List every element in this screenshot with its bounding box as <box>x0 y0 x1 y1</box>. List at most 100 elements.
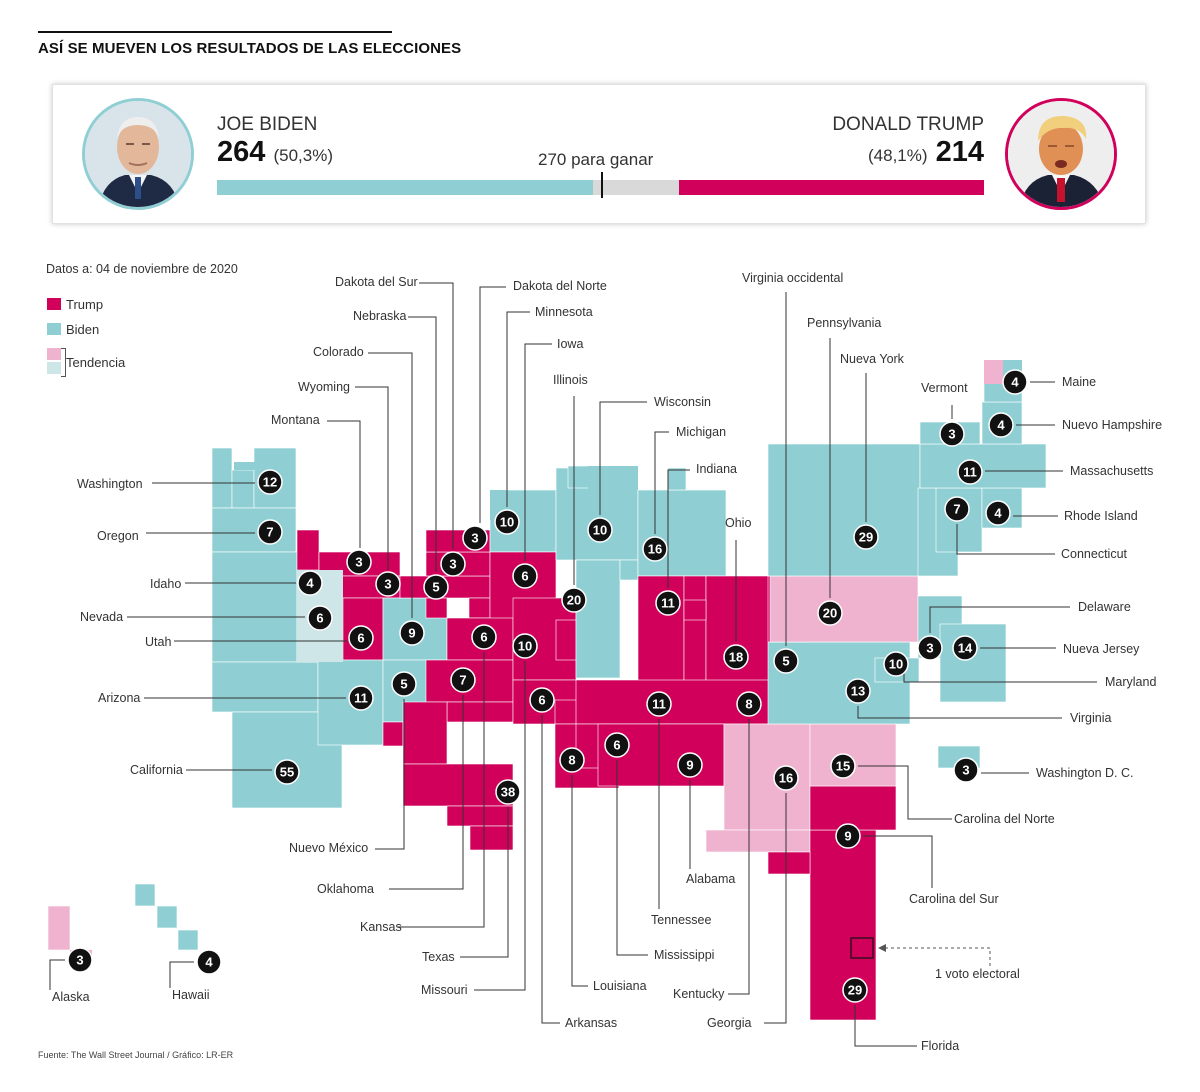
trump-pct: (48,1%) <box>868 146 928 165</box>
vote-count-texas: 38 <box>501 785 515 800</box>
vote-count-virginia-occidental: 5 <box>782 654 789 669</box>
goal-label: 270 para ganar <box>538 150 654 169</box>
vote-marker-mississippi <box>604 732 630 758</box>
state-nueva-jersey <box>939 623 1007 703</box>
legend-trump-swatch <box>47 298 61 310</box>
state-label-nevada: Nevada <box>80 610 123 624</box>
state-label-wisconsin: Wisconsin <box>654 395 711 409</box>
state-label-iowa: Iowa <box>557 337 583 351</box>
leader-line-louisiana <box>571 775 588 987</box>
vote-marker-maine <box>1002 369 1028 395</box>
vote-marker-carolina-del-norte <box>830 753 856 779</box>
legend-biden-label: Biden <box>66 322 100 337</box>
vote-marker-minnesota <box>494 509 520 535</box>
vote-count-hawaii: 4 <box>205 955 213 970</box>
vote-count-kentucky: 8 <box>745 697 752 712</box>
goal-marker <box>600 172 603 198</box>
state-label-texas: Texas <box>422 950 455 964</box>
state-label-utah: Utah <box>145 635 171 649</box>
legend-tendency-swatch-biden <box>47 362 61 374</box>
biden-progress-bar <box>217 180 594 195</box>
trump-name: DONALD TRUMP <box>832 114 984 135</box>
source-note: Fuente: The Wall Street Journal / Gráfic… <box>38 1050 234 1060</box>
vote-marker-texas <box>495 779 521 805</box>
vote-marker-indiana <box>655 590 681 616</box>
vote-count-nueva-york: 29 <box>859 530 873 545</box>
vote-marker-wisconsin <box>587 517 613 543</box>
state-label-arizona: Arizona <box>98 691 140 705</box>
vote-marker-hawaii <box>196 949 222 975</box>
state-label-vermont: Vermont <box>921 381 968 395</box>
vote-marker-rhode-island <box>985 500 1011 526</box>
date-label: Datos a: 04 de noviembre de 2020 <box>46 262 238 276</box>
leader-line-carolina-del-sur <box>863 835 933 888</box>
vote-count-california: 55 <box>280 765 294 780</box>
state-tile-overlay <box>234 462 256 470</box>
state-label-kentucky: Kentucky <box>673 987 725 1001</box>
leader-line-montana <box>327 420 361 548</box>
state-label-nuevo-m-xico: Nuevo México <box>289 841 368 855</box>
biden-votes-line: 264 (50,3%) <box>217 138 333 167</box>
vote-count-washington: 12 <box>263 475 277 490</box>
vote-marker-ohio <box>723 644 749 670</box>
vote-count-minnesota: 10 <box>500 515 514 530</box>
vote-marker-arizona <box>348 685 374 711</box>
vote-marker-wyoming <box>375 571 401 597</box>
scoreboard-panel <box>52 84 1146 224</box>
state-label-georgia: Georgia <box>707 1016 752 1030</box>
state-label-nuevo-hampshire: Nuevo Hampshire <box>1062 418 1162 432</box>
vote-marker-tennessee <box>646 691 672 717</box>
state-label-alabama: Alabama <box>686 872 735 886</box>
state-mississippi <box>597 723 660 787</box>
leader-line-nebraska <box>408 316 437 572</box>
vote-count-florida: 29 <box>848 983 862 998</box>
leader-line-nuevo-m-xico <box>375 699 405 850</box>
annotation-label: 1 voto electoral <box>935 967 1020 981</box>
vote-marker-nuevo-m-xico <box>391 671 417 697</box>
vote-marker-virginia <box>845 678 871 704</box>
vote-count-wisconsin: 10 <box>593 523 607 538</box>
biden-votes: 264 <box>217 136 266 168</box>
vote-marker-missouri <box>512 633 538 659</box>
leader-line-alaska <box>49 959 65 990</box>
state-label-maine: Maine <box>1062 375 1096 389</box>
vote-marker-oklahoma <box>450 667 476 693</box>
leader-line-florida <box>854 1005 917 1047</box>
leader-line-wisconsin <box>599 401 647 515</box>
leader-line-michigan <box>654 431 669 534</box>
state-label-tennessee: Tennessee <box>651 913 712 927</box>
vote-count-nuevo-m-xico: 5 <box>400 677 407 692</box>
leader-line-carolina-del-norte <box>858 765 952 820</box>
vote-count-louisiana: 8 <box>568 753 575 768</box>
vote-marker-nueva-jersey <box>952 635 978 661</box>
vote-count-missouri: 10 <box>518 639 532 654</box>
vote-count-nebraska: 5 <box>432 580 439 595</box>
vote-marker-connecticut <box>944 496 970 522</box>
vote-marker-nevada <box>307 605 333 631</box>
vote-marker-michigan <box>642 536 668 562</box>
vote-marker-alaska <box>67 947 93 973</box>
leader-line-hawaii <box>169 961 194 988</box>
state-label-virginia-occidental: Virginia occidental <box>742 271 843 285</box>
state-washington <box>211 447 297 509</box>
vote-count-montana: 3 <box>355 555 362 570</box>
vote-marker-california <box>274 759 300 785</box>
leader-line-arkansas <box>541 715 560 1024</box>
annotation-leader <box>885 947 991 966</box>
state-label-carolina-del-norte: Carolina del Norte <box>954 812 1055 826</box>
vote-count-massachusetts: 11 <box>963 465 977 480</box>
state-label-connecticut: Connecticut <box>1061 547 1128 561</box>
state-label-massachusetts: Massachusetts <box>1070 464 1153 478</box>
unit-square <box>850 937 874 959</box>
vote-marker-delaware <box>917 635 943 661</box>
vote-count-nueva-jersey: 14 <box>958 641 973 656</box>
annotation-arrow <box>878 944 886 952</box>
vote-marker-massachusetts <box>957 459 983 485</box>
vote-count-nevada: 6 <box>316 611 323 626</box>
vote-count-maine: 4 <box>1011 375 1019 390</box>
vote-count-idaho: 4 <box>306 576 314 591</box>
leader-line-mississippi <box>616 760 648 956</box>
leader-line-minnesota <box>506 311 530 507</box>
state-pennsylvania <box>769 575 919 643</box>
state-label-virginia: Virginia <box>1070 711 1112 725</box>
